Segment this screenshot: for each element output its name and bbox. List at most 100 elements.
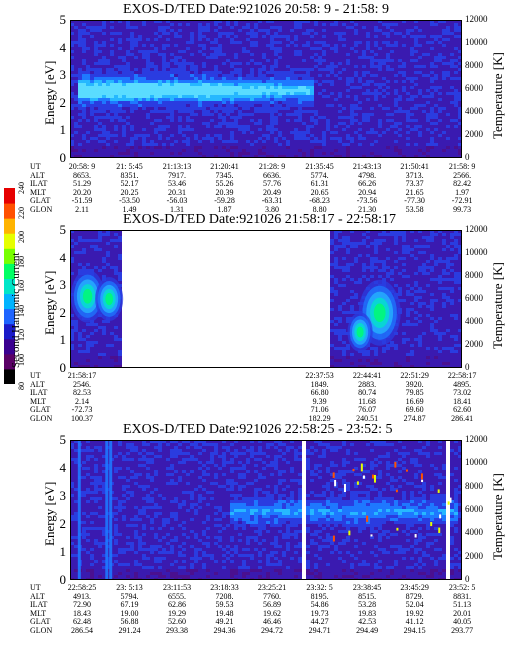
spectrogram-cell bbox=[386, 92, 390, 95]
spectrogram-cell bbox=[214, 26, 218, 29]
spectrogram-cell bbox=[374, 62, 378, 65]
spectrogram-cell bbox=[234, 38, 238, 41]
spectrogram-cell bbox=[106, 122, 110, 125]
colorbar-segment bbox=[4, 293, 15, 310]
spectrogram-cell bbox=[186, 68, 190, 71]
spectrogram-cell bbox=[174, 95, 178, 98]
spectrogram-cell bbox=[90, 335, 94, 338]
spectrogram-cell bbox=[306, 86, 310, 89]
spectrogram-cell bbox=[458, 62, 462, 65]
spectrogram-cell bbox=[434, 56, 438, 59]
spectrogram-cell bbox=[454, 110, 458, 113]
spectrogram-cell bbox=[170, 83, 174, 86]
spectrogram-cell bbox=[86, 332, 90, 335]
spectrogram-cell bbox=[414, 68, 418, 71]
spectrogram-cell bbox=[130, 80, 134, 83]
spectrogram-cell bbox=[106, 59, 110, 62]
spectrogram-cell bbox=[222, 74, 226, 77]
spectrogram-cell bbox=[374, 59, 378, 62]
spectrogram-cell bbox=[326, 92, 330, 95]
spectrogram-cell bbox=[274, 131, 278, 134]
spectrogram-cell bbox=[422, 146, 426, 149]
spectrogram-cell bbox=[90, 233, 94, 236]
spectrogram-cell bbox=[198, 107, 202, 110]
spectrogram-cell bbox=[102, 236, 106, 239]
spectrogram-cell bbox=[306, 59, 310, 62]
spectrogram-cell bbox=[270, 149, 274, 152]
spectrogram-cell bbox=[166, 23, 170, 26]
spectrogram-cell bbox=[446, 116, 450, 119]
spectrogram-cell bbox=[366, 140, 370, 143]
spectrogram-cell bbox=[70, 236, 74, 239]
spectrogram-cell bbox=[346, 65, 350, 68]
spectrogram-cell bbox=[310, 107, 314, 110]
spectrogram-cell bbox=[206, 65, 210, 68]
spectrogram-cell bbox=[394, 140, 398, 143]
spectrogram-cell bbox=[430, 77, 434, 80]
spectrogram-cell bbox=[142, 23, 146, 26]
spectrogram-cell bbox=[158, 56, 162, 59]
spectrogram-cell bbox=[202, 23, 206, 26]
spectrogram-cell bbox=[190, 20, 194, 23]
spectrogram-cell bbox=[182, 131, 186, 134]
spectrogram-cell bbox=[146, 26, 150, 29]
spectrogram-cell bbox=[330, 116, 334, 119]
spectrogram-cell bbox=[174, 119, 178, 122]
spectrogram-cell bbox=[354, 149, 358, 152]
spectrogram-cell bbox=[162, 59, 166, 62]
spectrogram-cell bbox=[306, 140, 310, 143]
spectrogram-cell bbox=[302, 110, 306, 113]
spectrogram-cell bbox=[98, 269, 102, 272]
spectrogram-cell bbox=[350, 125, 354, 128]
spectrogram-cell bbox=[190, 38, 194, 41]
spectrogram-cell bbox=[326, 29, 330, 32]
spectrogram-cell bbox=[458, 110, 462, 113]
spectrogram-cell bbox=[442, 59, 446, 62]
spectrogram-cell bbox=[230, 149, 234, 152]
spectrogram-cell bbox=[106, 146, 110, 149]
spectrogram-cell bbox=[298, 89, 302, 92]
spectrogram-cell bbox=[218, 131, 222, 134]
spectrogram-cell bbox=[86, 149, 90, 152]
spectrogram-cell bbox=[210, 119, 214, 122]
spectrogram-cell bbox=[422, 92, 426, 95]
spectrogram-cell bbox=[234, 95, 238, 98]
spectrogram-cell bbox=[458, 47, 462, 50]
spectrogram-cell bbox=[338, 155, 342, 158]
spectrogram-cell bbox=[70, 248, 74, 251]
spectrogram-cell bbox=[74, 347, 78, 350]
spectrogram-cell bbox=[434, 26, 438, 29]
spectrogram-cell bbox=[306, 80, 310, 83]
spectrogram-cell bbox=[222, 104, 226, 107]
spectrogram-cell bbox=[78, 257, 82, 260]
spectrogram-cell bbox=[454, 62, 458, 65]
spectrogram-cell bbox=[198, 98, 202, 101]
spectrogram-cell bbox=[362, 65, 366, 68]
spectrogram-cell bbox=[458, 53, 462, 56]
spectrogram-cell bbox=[422, 140, 426, 143]
spectrogram-cell bbox=[450, 131, 454, 134]
spectrogram-cell bbox=[162, 104, 166, 107]
spectrogram-cell bbox=[386, 155, 390, 158]
spectrogram-cell bbox=[70, 68, 74, 71]
spectrogram-cell bbox=[418, 152, 422, 155]
spectrogram-cell bbox=[346, 80, 350, 83]
spectrogram-cell bbox=[346, 23, 350, 26]
spectrogram-cell bbox=[318, 23, 322, 26]
spectrogram-cell bbox=[98, 263, 102, 266]
spectrogram-cell bbox=[94, 62, 98, 65]
spectrogram-cell bbox=[138, 146, 142, 149]
spectrogram-cell bbox=[74, 107, 78, 110]
spectrogram-cell bbox=[250, 131, 254, 134]
spectrogram-cell bbox=[202, 122, 206, 125]
spectrogram-cell bbox=[306, 110, 310, 113]
spectrogram-cell bbox=[270, 74, 274, 77]
spectrogram-cell bbox=[458, 113, 462, 116]
spectrogram-cell bbox=[290, 86, 294, 89]
spectrogram-cell bbox=[290, 20, 294, 23]
spectrogram-cell bbox=[306, 74, 310, 77]
ephemeris-value: 21:43:13 bbox=[352, 162, 382, 171]
spectrogram-cell bbox=[386, 125, 390, 128]
spectrogram-cell bbox=[426, 122, 430, 125]
spectrogram-cell bbox=[246, 74, 250, 77]
